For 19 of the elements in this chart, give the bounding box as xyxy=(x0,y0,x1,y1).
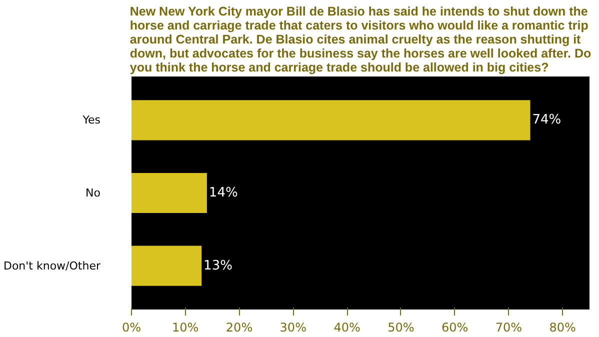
x-tick-label: 40% xyxy=(334,320,360,334)
chart-title: New New York City mayor Bill de Blasio has said he intends to shut down the horse and carriage trade that caters to visitors who would like a romantic trip around Central Park. De Blasio cites animal cruelty as the reason shutting it down, but advocates for the business say the horses are well looked after. Do you think the horse and carriage trade should be allowed in big cities? xyxy=(130,4,592,74)
bar xyxy=(132,172,207,214)
x-tick-label: 80% xyxy=(549,320,576,334)
x-tick-label: 10% xyxy=(172,320,199,334)
x-tick-label: 30% xyxy=(280,320,306,334)
y-tick-label: Don't know/Other xyxy=(3,259,101,272)
x-tick-label: 50% xyxy=(388,320,414,334)
x-tick-label: 60% xyxy=(441,320,468,334)
x-tick-label: 20% xyxy=(226,320,253,334)
x-tick-label: 0% xyxy=(122,320,142,334)
data-label: 14% xyxy=(208,186,238,200)
data-label: 74% xyxy=(532,112,562,128)
y-tick-label: No xyxy=(86,186,101,200)
y-tick-label: Yes xyxy=(82,114,101,127)
data-label: 13% xyxy=(204,258,232,274)
bar xyxy=(132,100,530,140)
bar xyxy=(132,246,202,286)
x-tick-label: 70% xyxy=(495,320,522,334)
